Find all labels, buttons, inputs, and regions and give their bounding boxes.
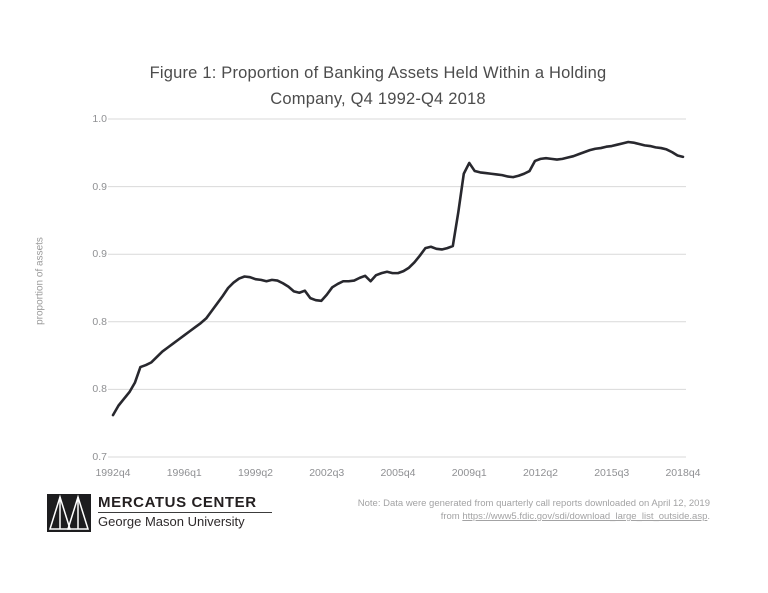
fdic-data-link[interactable]: https://www5.fdic.gov/sdi/download_large… — [462, 511, 708, 522]
mercatus-logo-text: MERCATUS CENTER George Mason University — [98, 494, 272, 529]
y-tick-label: 0.7 — [92, 451, 107, 463]
y-tick-label: 1.0 — [92, 113, 107, 125]
x-tick-label: 2018q4 — [665, 467, 701, 479]
mercatus-triangles-icon — [47, 494, 91, 532]
x-tick-label: 1992q4 — [95, 467, 131, 479]
chart-title-line1: Figure 1: Proportion of Banking Assets H… — [149, 64, 607, 82]
logo-divider — [98, 512, 272, 513]
y-tick-label: 0.8 — [92, 315, 107, 328]
chart-title: Figure 1: Proportion of Banking Assets H… — [38, 60, 718, 112]
y-tick-label: 0.9 — [92, 180, 107, 193]
source-note-line1: Note: Data were generated from quarterly… — [357, 498, 710, 509]
data-line-proportion-of-assets — [111, 140, 685, 417]
x-tick-label: 1999q2 — [237, 467, 274, 479]
x-tick-label: 2009q1 — [451, 467, 487, 479]
x-tick-label: 2012q2 — [522, 467, 559, 479]
org-name: MERCATUS CENTER — [98, 494, 257, 511]
x-tick-label: 1996q1 — [166, 467, 202, 479]
source-note: Note: Data were generated from quarterly… — [280, 497, 710, 523]
x-tick-label: 2015q3 — [594, 467, 630, 479]
y-tick-label: 0.8 — [92, 383, 107, 396]
org-subname: George Mason University — [98, 514, 245, 529]
x-tick-label: 2005q4 — [380, 467, 416, 479]
y-tick-label: 0.9 — [92, 248, 107, 261]
source-note-line2: from https://www5.fdic.gov/sdi/download_… — [440, 511, 710, 522]
chart-title-line2: Company, Q4 1992-Q4 2018 — [270, 90, 486, 108]
x-tick-label: 2002q3 — [309, 467, 345, 479]
